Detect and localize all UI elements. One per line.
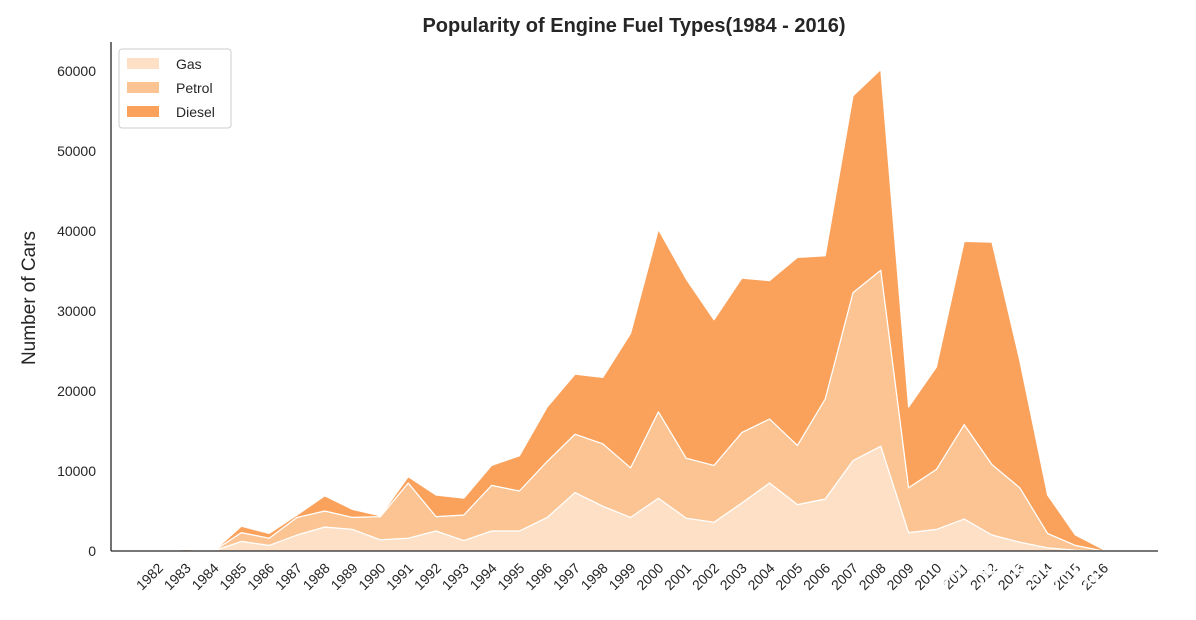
- x-tick-label: 1993: [439, 560, 472, 593]
- y-tick-label: 30000: [57, 303, 96, 319]
- legend: Gas Petrol Diesel: [118, 48, 232, 129]
- legend-swatch-petrol: [127, 82, 159, 93]
- y-tick-label: 10000: [57, 463, 96, 479]
- area-series-diesel: [157, 68, 1104, 552]
- x-tick-label: 1985: [216, 560, 249, 593]
- x-tick-label: 2006: [800, 560, 833, 593]
- x-tick-label: 1989: [327, 560, 360, 593]
- y-tick-label: 20000: [57, 383, 96, 399]
- x-tick-label: 1991: [383, 560, 416, 593]
- x-tick-label: 2007: [828, 560, 861, 593]
- legend-label-petrol: Petrol: [176, 80, 213, 96]
- x-tick-label: 2001: [661, 560, 694, 593]
- watermark: 知乎 @未眼上: [942, 555, 1132, 590]
- x-tick-label: 2005: [772, 560, 805, 593]
- x-tick-label: 1997: [550, 560, 583, 593]
- x-tick-label: 2000: [633, 560, 666, 593]
- x-tick-label: 1992: [411, 560, 444, 593]
- x-tick-label: 2003: [717, 560, 750, 593]
- y-tick-label: 60000: [57, 63, 96, 79]
- y-tick-label: 50000: [57, 143, 96, 159]
- x-tick-label: 2009: [883, 560, 916, 593]
- x-tick-label: 1984: [188, 560, 221, 593]
- x-tick-label: 1995: [494, 560, 527, 593]
- y-tick-labels: 0 10000 20000 30000 40000 50000 60000: [57, 63, 96, 559]
- x-tick-label: 2008: [856, 560, 889, 593]
- x-tick-label: 1998: [578, 560, 611, 593]
- x-tick-label: 1987: [272, 560, 305, 593]
- x-tick-label: 1983: [161, 560, 194, 593]
- y-tick-label: 0: [88, 543, 96, 559]
- x-tick-label: 1988: [300, 560, 333, 593]
- legend-swatch-diesel: [127, 106, 159, 117]
- x-tick-label: 2004: [744, 560, 777, 593]
- x-tick-label: 1999: [605, 560, 638, 593]
- chart-title: Popularity of Engine Fuel Types(1984 - 2…: [422, 15, 845, 37]
- x-tick-label: 2010: [911, 560, 944, 593]
- axes: [110, 42, 1158, 552]
- area-series-group: [157, 68, 1104, 552]
- x-tick-label: 1982: [133, 560, 166, 593]
- x-tick-label: 2002: [689, 560, 722, 593]
- legend-swatch-gas: [127, 58, 159, 69]
- x-tick-label: 1996: [522, 560, 555, 593]
- x-tick-label: 1990: [355, 560, 388, 593]
- y-tick-label: 40000: [57, 223, 96, 239]
- legend-label-gas: Gas: [176, 56, 202, 72]
- legend-label-diesel: Diesel: [176, 104, 215, 120]
- x-tick-label: 1994: [466, 560, 499, 593]
- x-tick-label: 1986: [244, 560, 277, 593]
- y-axis-label: Number of Cars: [19, 231, 40, 365]
